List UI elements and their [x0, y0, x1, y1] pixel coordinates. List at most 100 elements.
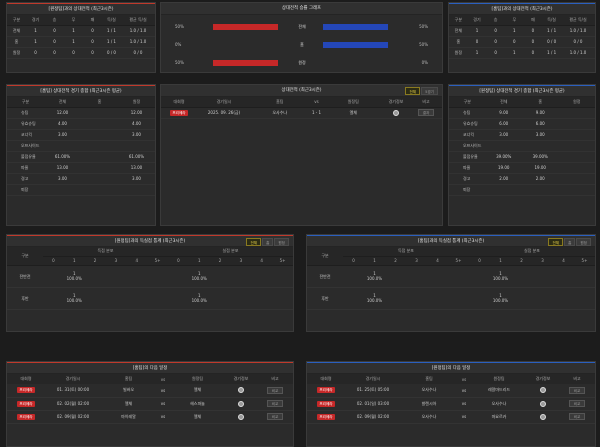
ball-icon[interactable]: [540, 400, 546, 407]
note-cell: 비교: [559, 410, 595, 424]
table-cell: [448, 287, 469, 310]
tab-all[interactable]: 전체: [548, 238, 564, 246]
vs-cell: vs: [156, 397, 170, 411]
info-cell: [225, 410, 257, 424]
col-header: 1: [63, 256, 85, 266]
table-cell: 2025. 09. 26(금): [197, 107, 251, 119]
table-cell: 경고: [7, 173, 44, 185]
vs-cell: vs: [457, 397, 471, 411]
goals-away-panel: [홈팀]과의 득실점 통계 (최근3시즌) 전체 홈 원정 구분 득점 분포 실점 …: [306, 234, 596, 332]
league-badge[interactable]: 프리메라: [317, 413, 335, 420]
table-cell: 퇴장: [449, 184, 486, 196]
next-away-panel: [원정팀]의 다음 일정 대회명 경기일시 홈팀 vs 원정팀 경기정보 비고 프리메라 01.…: [306, 361, 596, 447]
col-header: 경기정보: [527, 374, 559, 384]
table-cell: [406, 287, 427, 310]
graph-row: 50% 원정 0%: [161, 58, 442, 68]
table-cell: 원정: [449, 47, 468, 59]
table-cell: 3.00: [44, 173, 81, 185]
table-cell: 3.00: [522, 129, 559, 141]
table-cell: 01. 31(토) 00:00: [45, 384, 101, 398]
table-cell: [81, 140, 118, 152]
table-row: 후반 1 100.0% 1 100.0%: [7, 287, 293, 310]
next-home-panel: [홈팀]의 다음 일정 대회명 경기일시 홈팀 vs 원정팀 경기정보 비고 프리메라 01. …: [6, 361, 294, 447]
table-cell: [147, 265, 168, 288]
col-header: 대회명: [161, 97, 197, 108]
compare-button[interactable]: 비교: [568, 413, 586, 420]
table-cell: 유효슈팅: [449, 118, 486, 130]
table-cell: [81, 107, 118, 119]
league-badge[interactable]: 프리메라: [17, 413, 35, 420]
table-cell: 1: [467, 47, 487, 59]
col-header: 승: [45, 15, 64, 26]
table-cell: 0: [83, 25, 102, 37]
away-pct: 0%: [421, 60, 428, 65]
table-cell: [485, 140, 522, 152]
league-cell: 프리메라: [307, 384, 345, 398]
col-header: 전체: [485, 97, 522, 108]
league-badge[interactable]: 프리메라: [170, 109, 188, 116]
tab-all[interactable]: 전체: [246, 238, 262, 246]
compare-button[interactable]: 비교: [568, 400, 586, 407]
table-cell: [81, 162, 118, 174]
tab-all[interactable]: 전체: [405, 87, 421, 95]
ball-icon[interactable]: [540, 413, 546, 420]
away-pct: 50%: [419, 24, 428, 29]
table-cell: 4.00: [44, 118, 81, 130]
compare-button[interactable]: 비교: [266, 400, 284, 407]
next-table: 대회명 경기일시 홈팀 vs 원정팀 경기정보 비고 프리메라 01. 31(토) 00:00 빌…: [7, 374, 293, 424]
col-header: 평균 득/실: [561, 15, 595, 26]
result-button[interactable]: 결과: [417, 109, 435, 116]
tab-home[interactable]: 홈: [262, 238, 274, 246]
league-badge[interactable]: 프리메라: [17, 400, 35, 407]
table-cell: 오프사이드: [7, 140, 44, 152]
col-header: 4: [553, 256, 574, 266]
table-cell: [511, 287, 532, 310]
table-cell: 61.00%: [44, 151, 81, 163]
compare-button[interactable]: 비교: [266, 386, 284, 394]
table-cell: [558, 184, 595, 196]
ball-icon[interactable]: [238, 413, 244, 420]
table-cell: [118, 140, 155, 152]
col-header: 구분: [7, 97, 44, 108]
panel-title: 상대전적 승률 그래프: [161, 3, 442, 15]
col-header: 2: [511, 256, 532, 266]
table-cell: 0 / 0: [121, 47, 155, 59]
ball-icon[interactable]: [540, 387, 546, 394]
compare-button[interactable]: 비교: [266, 413, 284, 420]
league-badge[interactable]: 프리메라: [17, 387, 35, 394]
tab-away[interactable]: 원정: [576, 238, 591, 246]
col-header: 0: [469, 256, 490, 266]
col-header: 패: [523, 15, 543, 26]
table-cell: 레알마드리드: [471, 384, 527, 398]
table-cell: 2.00: [485, 173, 522, 185]
table-cell: 1 100.0%: [63, 287, 85, 310]
note-cell: 비교: [257, 384, 293, 398]
results-panel: 상대전적 (최근3시즌) 전체 5경기 대회명 경기일시 홈팀 vs 원정팀 경…: [160, 84, 443, 226]
tab-5games[interactable]: 5경기: [421, 87, 438, 95]
table-cell: 9.00: [522, 107, 559, 119]
home-bar: [213, 60, 278, 66]
table-cell: [558, 118, 595, 130]
col-header: 4: [251, 256, 273, 266]
table-cell: 0: [486, 25, 505, 37]
table-cell: [558, 162, 595, 174]
table-cell: 3.00: [118, 129, 155, 141]
table-row: 전체 1 0 1 0 1 / 1 1.0 / 1.0: [449, 25, 595, 37]
table-cell: [126, 287, 148, 310]
ball-icon[interactable]: [238, 400, 244, 407]
note-cell: 비교: [559, 397, 595, 411]
table-cell: [532, 265, 553, 288]
table-cell: 0: [83, 36, 102, 48]
table-cell: 엘체: [170, 384, 225, 398]
ball-icon[interactable]: [393, 109, 399, 116]
league-badge[interactable]: 프리메라: [317, 387, 335, 394]
h2h-table: 구분 경기 승 무 패 득/실 평균 득/실 전체 1 0 1 0 1 / 1 1.0 / …: [7, 15, 155, 59]
table-cell: [469, 265, 490, 288]
league-badge[interactable]: 프리메라: [317, 400, 335, 407]
tab-away[interactable]: 원정: [274, 238, 289, 246]
table-cell: [385, 287, 406, 310]
tab-home[interactable]: 홈: [564, 238, 576, 246]
table-row: 경고 3.00 3.00: [7, 173, 155, 185]
compare-button[interactable]: 비교: [568, 386, 586, 394]
ball-icon[interactable]: [238, 387, 244, 394]
